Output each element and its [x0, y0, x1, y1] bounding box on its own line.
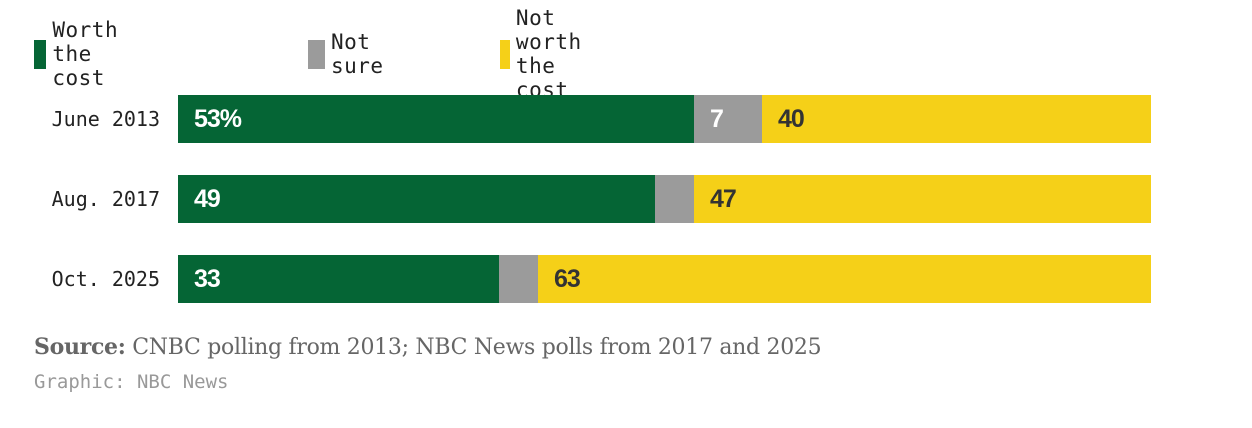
- data-label-not-worth-the-cost-aug-2017: 47: [710, 185, 737, 213]
- legend-label-not-worth: Not worth the cost: [515, 6, 582, 102]
- source-text: CNBC polling from 2013; NBC News polls f…: [125, 335, 822, 360]
- bar-oct-2025: 33 63: [178, 255, 1151, 303]
- data-label-worth-the-cost-oct-2025: 33: [194, 265, 221, 293]
- data-label-worth-the-cost-aug-2017: 49: [194, 185, 221, 213]
- legend-swatch-not-sure: [308, 39, 325, 69]
- source-note: Source: CNBC polling from 2013; NBC News…: [34, 334, 822, 360]
- bar-segment-not-worth-the-cost-oct-2025: [538, 255, 1151, 303]
- legend-swatch-worth: [34, 39, 47, 69]
- legend-swatch-not-worth: [500, 39, 510, 69]
- bar-segment-not-sure-oct-2025: [499, 255, 538, 303]
- legend-item-worth: Worth the cost: [34, 18, 134, 90]
- bar-segment-not-worth-the-cost-aug-2017: [694, 175, 1151, 223]
- data-label-worth-the-cost-june-2013: 53%: [194, 105, 242, 133]
- source-label: Source:: [34, 334, 126, 360]
- graphic-credit: Graphic: NBC News: [34, 371, 229, 393]
- legend-label-not-sure: Not sure: [330, 30, 384, 78]
- legend-item-not-worth: Not worth the cost: [500, 6, 600, 102]
- bar-segment-not-sure-june-2013: [694, 95, 762, 143]
- data-label-not-sure-june-2013: 7: [710, 105, 724, 133]
- bar-segment-worth-the-cost-june-2013: [178, 95, 694, 143]
- bar-segment-worth-the-cost-aug-2017: [178, 175, 655, 223]
- data-label-not-worth-the-cost-oct-2025: 63: [554, 265, 581, 293]
- bar-segment-worth-the-cost-oct-2025: [178, 255, 499, 303]
- row-label-oct-2025: Oct. 2025: [51, 267, 160, 291]
- data-label-not-worth-the-cost-june-2013: 40: [778, 105, 805, 133]
- row-label-june-2013: June 2013: [51, 107, 160, 131]
- bar-aug-2017: 49 47: [178, 175, 1151, 223]
- legend-label-worth: Worth the cost: [52, 18, 119, 90]
- bar-segment-not-sure-aug-2017: [655, 175, 694, 223]
- bar-june-2013: 53% 7 40: [178, 95, 1151, 143]
- legend-item-not-sure: Not sure: [308, 30, 395, 78]
- row-label-aug-2017: Aug. 2017: [51, 187, 160, 211]
- bar-segment-not-worth-the-cost-june-2013: [762, 95, 1151, 143]
